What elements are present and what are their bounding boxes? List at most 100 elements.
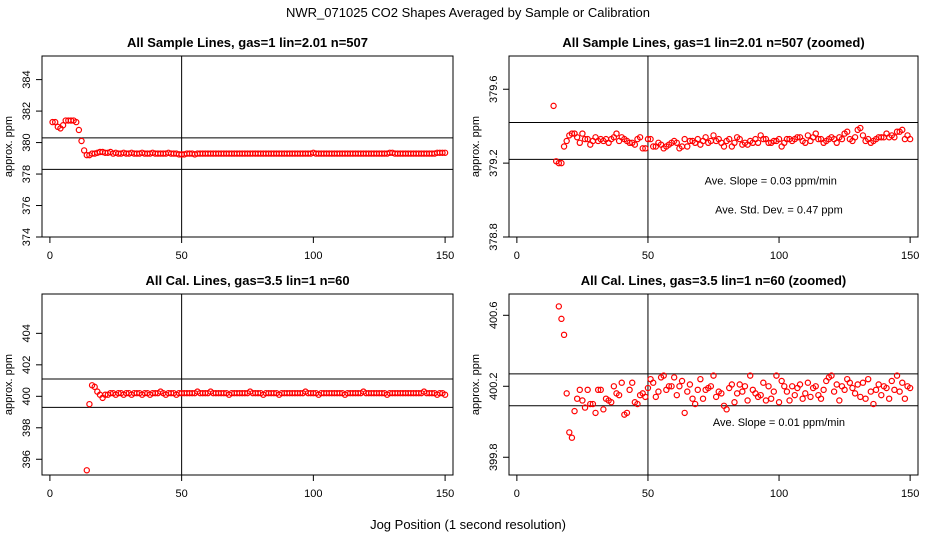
data-point	[770, 137, 778, 145]
y-axis-label: approx. ppm	[3, 354, 15, 415]
data-point	[820, 386, 827, 394]
data-point	[647, 135, 654, 143]
data-point	[859, 379, 867, 386]
annotation-text: Ave. Std. Dev. = 0.47 ppm	[715, 204, 843, 216]
data-point	[862, 395, 869, 402]
data-point	[676, 383, 683, 390]
data-point	[783, 388, 791, 395]
data-point	[765, 139, 772, 147]
data-point	[799, 395, 806, 402]
data-point	[673, 139, 680, 147]
data-point	[891, 134, 898, 141]
y-tick-label: 400.6	[488, 302, 500, 330]
data-point	[857, 393, 864, 401]
data-point	[623, 409, 631, 417]
data-point	[686, 381, 694, 388]
data-point	[849, 384, 856, 392]
data-point	[86, 400, 93, 408]
data-point	[558, 315, 565, 323]
data-point	[788, 383, 796, 390]
data-point	[804, 132, 812, 139]
data-point	[584, 135, 591, 143]
data-point	[568, 434, 576, 441]
data-point	[51, 118, 59, 126]
annotation-text: Ave. Slope = 0.03 ppm/min	[705, 176, 837, 188]
data-point	[731, 139, 738, 147]
data-point	[891, 386, 898, 394]
data-point	[815, 135, 822, 143]
data-point	[592, 409, 599, 417]
data-point	[699, 395, 707, 402]
data-point	[59, 122, 67, 129]
data-point	[587, 400, 594, 408]
x-tick-label: 0	[47, 250, 53, 262]
data-point	[670, 374, 678, 381]
data-point	[560, 331, 568, 339]
data-point	[883, 384, 890, 392]
y-tick-label: 374	[21, 228, 33, 246]
data-point	[673, 391, 680, 399]
data-point	[441, 149, 449, 156]
y-tick-label: 396	[21, 450, 33, 468]
data-point	[610, 383, 618, 390]
x-tick-label: 150	[436, 250, 454, 262]
data-point	[828, 372, 835, 379]
data-point	[786, 397, 793, 404]
data-point	[804, 379, 812, 386]
data-point	[49, 118, 56, 126]
data-point	[757, 391, 764, 399]
data-point	[689, 395, 696, 402]
data-point	[851, 134, 859, 141]
data-point	[712, 393, 720, 401]
data-point	[560, 143, 568, 150]
plot-frame	[41, 55, 454, 238]
data-point	[652, 393, 660, 401]
data-point	[584, 386, 591, 394]
data-point	[550, 102, 557, 110]
data-point	[723, 406, 730, 413]
figure-xlabel: Jog Position (1 second resolution)	[370, 517, 566, 532]
data-point	[802, 139, 809, 147]
data-point	[649, 143, 657, 150]
data-point	[636, 134, 644, 141]
x-tick-label: 150	[901, 488, 919, 500]
data-point	[765, 383, 772, 390]
data-point	[747, 372, 754, 379]
x-tick-label: 150	[436, 488, 454, 500]
data-point	[728, 381, 736, 388]
data-point	[697, 375, 704, 383]
y-axis-label: approx. ppm	[470, 354, 482, 415]
data-point	[573, 134, 581, 141]
data-point	[568, 130, 576, 137]
y-tick-label: 404	[21, 324, 33, 342]
x-tick-label: 0	[514, 250, 520, 262]
panel-title: All Cal. Lines, gas=3.5 lin=1 n=60 (zoom…	[581, 273, 847, 288]
data-point	[741, 383, 749, 390]
data-point	[660, 372, 667, 379]
data-point	[736, 381, 743, 388]
data-point	[736, 135, 743, 143]
data-point	[870, 400, 877, 408]
data-point	[838, 135, 846, 143]
x-tick-label: 50	[176, 488, 188, 500]
data-point	[581, 404, 589, 411]
data-point	[576, 386, 583, 394]
y-tick-label: 400.2	[488, 373, 500, 401]
data-point	[817, 395, 825, 402]
data-point	[691, 400, 699, 408]
y-tick-label: 382	[21, 102, 33, 120]
x-tick-label: 100	[304, 488, 322, 500]
data-point	[812, 383, 819, 390]
data-point	[872, 386, 880, 394]
x-tick-label: 100	[304, 250, 322, 262]
data-point	[613, 130, 620, 137]
data-point	[901, 395, 909, 402]
data-point	[846, 379, 854, 386]
data-point	[678, 377, 686, 385]
data-point	[791, 391, 798, 399]
data-point	[600, 406, 607, 413]
x-tick-label: 100	[770, 488, 788, 500]
data-point	[649, 379, 657, 386]
data-point	[629, 379, 636, 386]
data-point	[781, 383, 788, 390]
